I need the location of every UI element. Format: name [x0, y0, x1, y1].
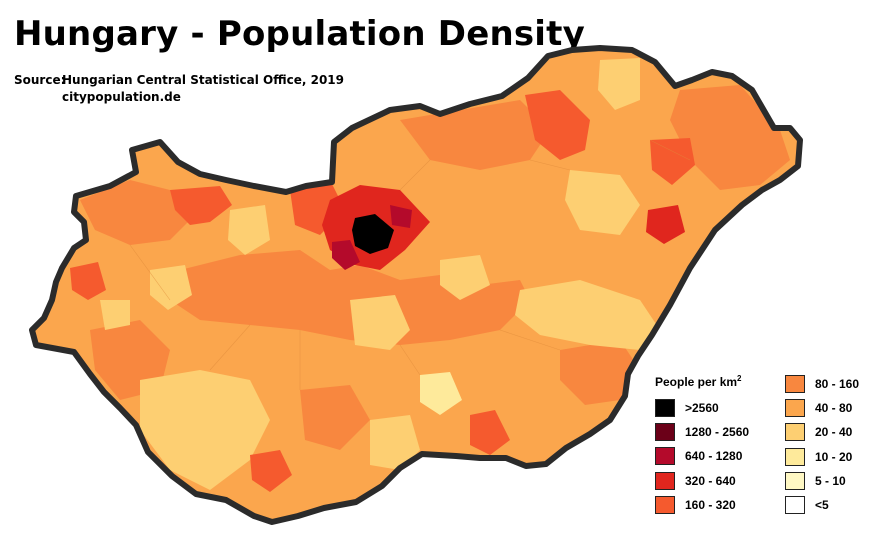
legend-item: 40 - 80 [785, 398, 852, 418]
legend: People per km2 >2560 1280 - 2560 640 - 128… [655, 374, 870, 534]
legend-swatch [655, 423, 675, 442]
legend-label: 20 - 40 [815, 425, 853, 440]
legend-label: 80 - 160 [815, 377, 860, 391]
legend-item: <5 [785, 495, 829, 515]
region-east-20 [515, 280, 660, 350]
region-north-80 [400, 100, 550, 170]
legend-item: 20 - 40 [785, 422, 852, 442]
region-budapest-core [352, 214, 394, 254]
region-north-20 [598, 58, 640, 110]
legend-label: <5 [815, 498, 829, 512]
legend-item: 10 - 20 [785, 447, 852, 467]
legend-swatch [785, 423, 805, 442]
legend-swatch [655, 447, 675, 466]
region-sw-20 [100, 300, 130, 330]
region-south-80 [300, 385, 370, 450]
region-pecs-160 [250, 450, 292, 492]
legend-swatch [785, 447, 805, 466]
legend-label: 40 - 80 [815, 401, 853, 416]
legend-item: 320 - 640 [655, 471, 736, 491]
region-debrecen-160 [650, 138, 695, 185]
source-note: Source: Hungarian Central Statistical Of… [14, 72, 344, 106]
source-line-1: Hungarian Central Statistical Office, 20… [62, 73, 344, 87]
legend-swatch [655, 495, 675, 514]
legend-item: 80 - 160 [785, 374, 859, 394]
legend-item: 5 - 10 [785, 471, 846, 491]
region-10-20 [420, 372, 462, 415]
country-border [29, 45, 803, 525]
legend-label: 5 - 10 [815, 473, 846, 488]
region-central-20 [350, 295, 410, 350]
region-budapest-640b [390, 205, 412, 228]
region-northeast-80 [670, 85, 790, 190]
region-east-20b [440, 255, 490, 300]
legend-item: 640 - 1280 [655, 446, 742, 466]
legend-item: 160 - 320 [655, 495, 736, 515]
region-west-80 [80, 180, 190, 245]
region-miskolc-160 [525, 90, 590, 160]
district-boundaries [129, 139, 691, 390]
region-szeged-160 [470, 410, 510, 455]
legend-swatch [785, 471, 805, 490]
region-central-belt [170, 250, 530, 345]
source-label: Source: [14, 73, 66, 87]
legend-label: 160 - 320 [685, 497, 736, 512]
region-szombathely-160 [70, 262, 106, 300]
legend-item: >2560 [655, 398, 719, 418]
region-gyor-160 [170, 186, 232, 225]
legend-item: 1280 - 2560 [655, 422, 749, 442]
region-west-20a [228, 205, 270, 255]
legend-label: 10 - 20 [815, 449, 853, 464]
legend-swatch [655, 399, 675, 417]
density-regions [70, 58, 790, 492]
legend-label: >2560 [685, 401, 719, 415]
legend-label: 1280 - 2560 [685, 425, 750, 440]
region-nyiregyhaza-320 [646, 205, 685, 244]
region-southcentral-20 [140, 370, 270, 490]
map-title: Hungary - Population Density [14, 14, 585, 54]
region-northeast-20 [565, 170, 640, 235]
region-budapest-640 [332, 240, 360, 270]
legend-label: 640 - 1280 [685, 449, 743, 464]
region-southeast-20 [370, 415, 420, 470]
region-east-80 [560, 340, 640, 405]
legend-swatch [785, 496, 805, 514]
legend-label: 320 - 640 [685, 473, 736, 488]
legend-title: People per km2 [655, 374, 742, 389]
legend-swatch [655, 471, 675, 490]
region-west-20b [150, 265, 192, 310]
legend-swatch [785, 375, 805, 393]
source-line-2: citypopulation.de [62, 90, 181, 104]
legend-swatch [785, 399, 805, 418]
